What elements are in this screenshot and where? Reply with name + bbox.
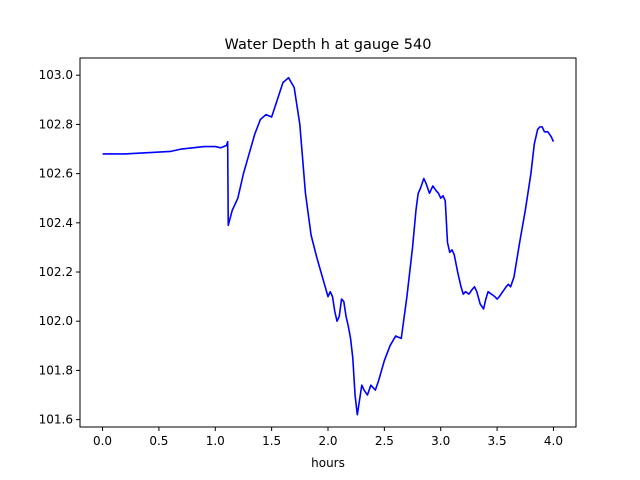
series-line bbox=[102, 76, 555, 416]
y-tick-label: 101.6 bbox=[39, 413, 73, 427]
x-tick-label: 2.0 bbox=[318, 434, 337, 448]
y-tick-label: 102.2 bbox=[39, 265, 73, 279]
x-tick-label: 0.0 bbox=[93, 434, 112, 448]
x-tick-label: 1.0 bbox=[206, 434, 225, 448]
y-tick-label: 102.0 bbox=[39, 314, 73, 328]
x-tick-label: 0.5 bbox=[149, 434, 168, 448]
y-tick-label: 103.0 bbox=[39, 68, 73, 82]
y-tick-label: 102.4 bbox=[39, 216, 73, 230]
x-tick-label: 3.5 bbox=[488, 434, 507, 448]
y-tick-label: 101.8 bbox=[39, 363, 73, 377]
x-tick-label: 1.5 bbox=[262, 434, 281, 448]
y-axis: 101.6 101.8 102.0 102.2 102.4 102.6 102.8 103.0 bbox=[39, 68, 80, 427]
x-tick-label: 3.0 bbox=[431, 434, 450, 448]
x-axis: 0.0 0.5 1.0 1.5 2.0 2.5 3.0 3.5 4.0 bbox=[93, 427, 563, 448]
y-tick-label: 102.8 bbox=[39, 117, 73, 131]
x-axis-label: hours bbox=[311, 456, 345, 470]
x-tick-label: 2.5 bbox=[375, 434, 394, 448]
x-tick-label: 4.0 bbox=[544, 434, 563, 448]
axes-frame bbox=[79, 57, 577, 428]
chart-title: Water Depth h at gauge 540 bbox=[225, 37, 432, 53]
y-tick-label: 102.6 bbox=[39, 167, 73, 181]
plot-area bbox=[102, 76, 555, 416]
